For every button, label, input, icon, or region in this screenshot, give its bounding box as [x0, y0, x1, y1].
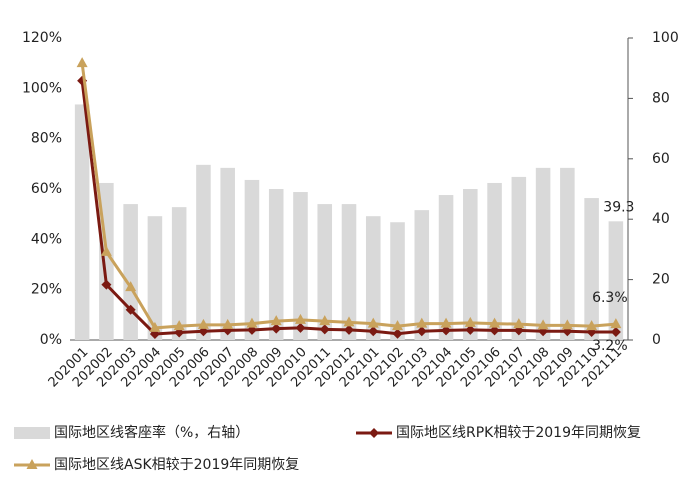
data-label: 39.3	[603, 199, 634, 215]
bar	[463, 189, 478, 340]
bar	[487, 182, 502, 340]
marker	[368, 326, 379, 337]
marker	[26, 459, 38, 469]
marker	[610, 326, 621, 337]
marker	[173, 320, 185, 331]
bar	[341, 204, 357, 340]
marker	[513, 318, 525, 329]
marker	[222, 318, 234, 329]
y2-tick-label: 20	[652, 272, 670, 288]
marker	[416, 317, 428, 328]
marker	[125, 281, 137, 292]
marker	[76, 57, 88, 68]
marker	[271, 323, 282, 334]
marker	[125, 304, 136, 315]
bar	[244, 179, 260, 340]
bar	[608, 221, 624, 340]
y2-tick-label: 80	[652, 90, 670, 106]
marker	[101, 279, 112, 290]
bar	[196, 164, 211, 340]
y-tick-label: 40%	[31, 231, 62, 247]
bar	[147, 216, 163, 340]
bar	[268, 189, 284, 340]
marker	[441, 325, 452, 336]
legend-label: 国际地区线客座率（%，右轴）	[54, 424, 249, 441]
marker	[610, 318, 622, 329]
y-tick-label: 120%	[22, 30, 62, 46]
marker	[392, 328, 403, 339]
marker	[197, 318, 209, 329]
marker	[319, 324, 330, 335]
legend-label: 国际地区线RPK相较于2019年同期恢复	[396, 424, 641, 441]
bar	[74, 104, 90, 340]
y-tick-label: 100%	[22, 80, 62, 96]
bar	[390, 222, 405, 340]
marker	[367, 317, 379, 328]
bar	[171, 207, 187, 340]
marker	[343, 316, 355, 327]
y2-tick-label: 60	[652, 151, 670, 167]
marker	[586, 320, 598, 331]
bar	[123, 204, 138, 340]
data-label: 6.3%	[592, 290, 628, 306]
marker	[369, 428, 379, 438]
bar	[414, 210, 430, 340]
marker	[561, 319, 573, 330]
legend-swatch	[14, 427, 50, 439]
marker	[464, 316, 476, 327]
data-label: 3.2%	[592, 338, 628, 354]
marker	[246, 317, 258, 328]
bar	[560, 167, 575, 340]
marker	[319, 315, 331, 326]
marker	[489, 317, 501, 328]
marker	[416, 326, 427, 337]
marker	[440, 317, 452, 328]
marker	[294, 313, 306, 324]
marker	[149, 321, 161, 332]
bar	[220, 167, 235, 340]
y-tick-label: 80%	[31, 131, 62, 147]
legend-label: 国际地区线ASK相较于2019年同期恢复	[54, 456, 299, 473]
bar	[535, 167, 551, 340]
marker	[489, 325, 500, 336]
y2-tick-label: 40	[652, 211, 670, 227]
y-tick-label: 20%	[31, 282, 62, 298]
marker	[537, 319, 549, 330]
marker	[100, 245, 112, 256]
bar	[365, 216, 381, 340]
marker	[392, 320, 404, 331]
marker	[344, 324, 354, 335]
marker	[295, 322, 306, 333]
bar	[511, 176, 527, 340]
y-tick-label: 0%	[40, 332, 62, 348]
bar	[584, 198, 599, 340]
bar	[317, 204, 333, 340]
marker	[270, 315, 282, 326]
bar	[438, 195, 454, 340]
y2-tick-label: 100	[652, 30, 679, 46]
y2-tick-label: 0	[652, 332, 661, 348]
y-tick-label: 60%	[31, 181, 62, 197]
marker	[465, 324, 476, 335]
bar	[293, 192, 308, 340]
